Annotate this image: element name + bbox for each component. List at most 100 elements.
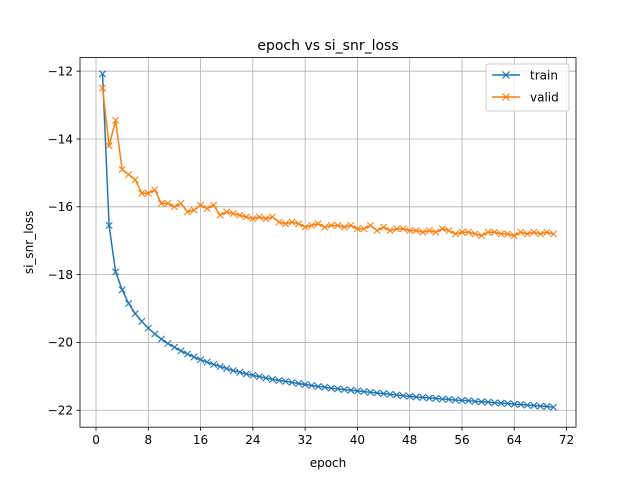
data-point-train (196, 356, 205, 364)
data-point-valid (144, 189, 152, 197)
data-point-train (249, 371, 257, 379)
data-point-valid (164, 199, 172, 207)
data-point-train (451, 396, 460, 404)
x-tick-label: 16 (193, 433, 208, 447)
data-point-valid (281, 220, 290, 228)
x-tick-label: 0 (92, 433, 100, 447)
data-point-valid (118, 165, 126, 174)
data-point-valid (419, 228, 427, 236)
data-point-train (138, 317, 146, 325)
series-line-valid (101, 88, 554, 237)
data-point-train (510, 400, 518, 408)
data-point-train (425, 394, 433, 402)
data-point-train (366, 388, 375, 396)
y-tick-label: −20 (48, 336, 73, 350)
data-point-train (432, 394, 440, 402)
data-point-valid (549, 230, 558, 238)
data-point-train (393, 391, 401, 399)
data-point-train (308, 381, 316, 390)
x-tick-label: 48 (402, 433, 417, 447)
data-point-valid (360, 225, 368, 233)
data-point-train (203, 358, 211, 366)
legend-label-valid: valid (530, 91, 559, 105)
data-point-train (314, 382, 322, 391)
data-point-valid (412, 226, 420, 235)
data-point-train (549, 403, 558, 411)
data-point-valid (157, 199, 165, 207)
chart-title: epoch vs si_snr_loss (257, 38, 398, 54)
data-point-train (464, 397, 473, 405)
data-point-train (112, 268, 120, 276)
data-point-train (105, 221, 113, 230)
y-tick-label: −18 (48, 268, 73, 282)
data-point-train (458, 396, 466, 405)
data-point-train (379, 390, 388, 398)
data-point-train (281, 377, 290, 386)
x-tick-label: 40 (350, 433, 365, 447)
legend: train valid (485, 63, 570, 112)
x-axis-label: epoch (310, 456, 347, 470)
data-point-valid (399, 225, 407, 233)
data-point-valid (268, 213, 277, 221)
data-point-train (373, 389, 381, 397)
data-point-valid (366, 221, 375, 230)
y-tick-label: −16 (48, 200, 73, 214)
data-point-valid (347, 221, 355, 230)
data-point-valid (484, 228, 492, 236)
plot-frame (79, 57, 577, 428)
data-point-train (125, 299, 133, 308)
series-valid (98, 84, 558, 240)
data-point-valid (517, 228, 525, 236)
data-point-train (386, 390, 394, 398)
data-point-valid (334, 221, 342, 230)
data-point-train (157, 335, 165, 343)
data-point-valid (177, 199, 185, 207)
data-point-valid (295, 220, 303, 228)
data-point-valid (438, 225, 446, 233)
y-tick-label: −14 (48, 132, 73, 146)
y-tick-label: −22 (48, 404, 73, 418)
data-point-train (236, 368, 244, 376)
legend-marker-train (502, 71, 510, 79)
data-point-train (177, 347, 185, 355)
data-point-valid (262, 215, 270, 223)
x-tick-label: 8 (144, 433, 152, 447)
data-point-train (412, 393, 420, 401)
data-point-train (347, 386, 355, 394)
data-point-train (216, 362, 224, 371)
data-point-train (295, 379, 303, 388)
data-point-train (268, 375, 277, 383)
data-point-train (131, 310, 139, 318)
data-point-train (340, 385, 348, 394)
data-point-valid (314, 220, 322, 228)
legend-marker-valid (502, 93, 510, 101)
data-point-train (242, 370, 250, 378)
data-point-train (536, 402, 544, 410)
data-point-valid (288, 218, 296, 226)
data-point-valid (471, 230, 479, 238)
data-point-valid (210, 201, 218, 209)
data-point-valid (255, 213, 263, 221)
data-point-valid (523, 230, 531, 238)
series-layer (98, 70, 558, 411)
x-tick-label: 56 (454, 433, 469, 447)
data-point-train (118, 286, 126, 294)
data-point-valid (530, 228, 538, 236)
x-tick-label: 72 (559, 433, 574, 447)
data-point-valid (236, 211, 244, 219)
data-point-train (438, 395, 446, 403)
data-point-valid (406, 226, 414, 235)
data-point-train (530, 401, 538, 410)
legend-label-train: train (530, 69, 558, 83)
data-point-train (471, 397, 479, 406)
data-point-valid (340, 223, 348, 231)
data-point-train (98, 70, 107, 78)
data-point-train (151, 330, 159, 338)
x-tick-label: 32 (297, 433, 312, 447)
data-point-valid (445, 226, 453, 235)
data-point-valid (308, 221, 316, 230)
x-axis: 0 8 16 24 32 40 48 56 64 72 (92, 427, 574, 447)
x-tick-label: 24 (245, 433, 260, 447)
data-point-train (419, 393, 427, 401)
